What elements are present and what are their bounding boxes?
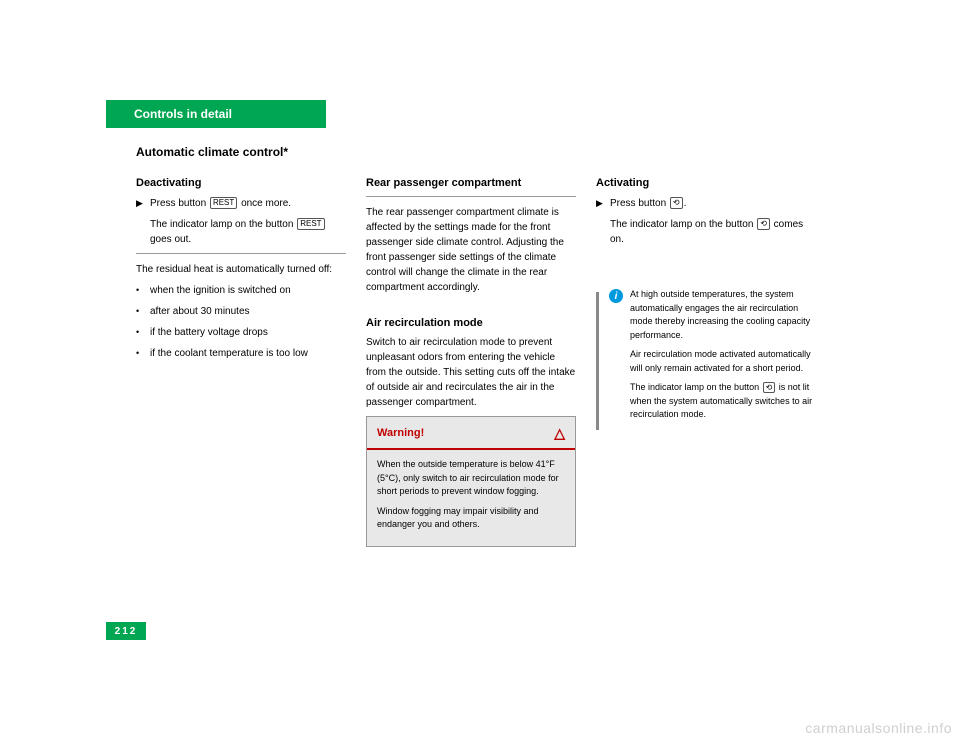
bullet-text: when the ignition is switched on (150, 283, 346, 298)
divider (366, 196, 576, 197)
recirc-button-icon: ⟲ (757, 218, 770, 230)
info-block: At high outside temperatures, the system… (630, 288, 820, 428)
warning-body: When the outside temperature is below 41… (367, 450, 575, 546)
bullet-text: if the battery voltage drops (150, 325, 346, 340)
recirc-button-icon: ⟲ (763, 382, 776, 394)
warning-box: Warning! △ When the outside temperature … (366, 416, 576, 547)
instruction-text: Press button ⟲. (610, 196, 806, 211)
info-text: At high outside temperatures, the system… (630, 288, 820, 342)
body-text: The residual heat is automatically turne… (136, 262, 346, 277)
activating-heading: Activating (596, 175, 806, 192)
rest-button-icon: REST (297, 218, 324, 230)
triangle-bullet-icon: ▶ (136, 196, 150, 211)
bullet-text: after about 30 minutes (150, 304, 346, 319)
recirc-button-icon: ⟲ (670, 197, 683, 209)
deactivating-heading: Deactivating (136, 175, 346, 192)
bullet-item: • after about 30 minutes (136, 304, 346, 319)
info-text: Air recirculation mode activated automat… (630, 348, 820, 375)
warning-triangle-icon: △ (554, 423, 565, 444)
bullet-item: • if the battery voltage drops (136, 325, 346, 340)
air-recirc-heading: Air recirculation mode (366, 315, 576, 332)
rest-button-icon: REST (210, 197, 237, 209)
info-icon: i (609, 289, 623, 303)
warning-text: When the outside temperature is below 41… (377, 458, 565, 499)
dot-bullet-icon: • (136, 304, 150, 319)
divider (136, 253, 346, 254)
manual-page: Controls in detail Automatic climate con… (106, 80, 852, 640)
instruction-text: Press button REST once more. (150, 196, 346, 211)
instruction-item: ▶ Press button REST once more. (136, 196, 346, 211)
info-sidebar-bar (596, 292, 599, 430)
warning-text: Window fogging may impair visibility and… (377, 505, 565, 532)
section-header-text: Controls in detail (134, 107, 232, 121)
column-1: Deactivating ▶ Press button REST once mo… (136, 175, 346, 367)
body-text: The indicator lamp on the button ⟲ comes… (610, 217, 806, 247)
bullet-text: if the coolant temperature is too low (150, 346, 346, 361)
instruction-item: ▶ Press button ⟲. (596, 196, 806, 211)
bullet-item: • when the ignition is switched on (136, 283, 346, 298)
column-3: Activating ▶ Press button ⟲. The indicat… (596, 175, 806, 253)
dot-bullet-icon: • (136, 325, 150, 340)
body-text: The indicator lamp on the button REST go… (150, 217, 346, 247)
dot-bullet-icon: • (136, 283, 150, 298)
section-header: Controls in detail (106, 100, 326, 128)
warning-title: Warning! (377, 425, 424, 442)
rear-compartment-heading: Rear passenger compartment (366, 175, 576, 192)
triangle-bullet-icon: ▶ (596, 196, 610, 211)
page-title: Automatic climate control* (136, 145, 288, 159)
watermark: carmanualsonline.info (805, 720, 952, 736)
warning-header: Warning! △ (367, 417, 575, 450)
bullet-item: • if the coolant temperature is too low (136, 346, 346, 361)
dot-bullet-icon: • (136, 346, 150, 361)
page-number: 212 (106, 622, 146, 640)
info-text: The indicator lamp on the button ⟲ is no… (630, 381, 820, 422)
column-2: Rear passenger compartment The rear pass… (366, 175, 576, 547)
body-text: Switch to air recirculation mode to prev… (366, 335, 576, 410)
body-text: The rear passenger compartment climate i… (366, 205, 576, 295)
